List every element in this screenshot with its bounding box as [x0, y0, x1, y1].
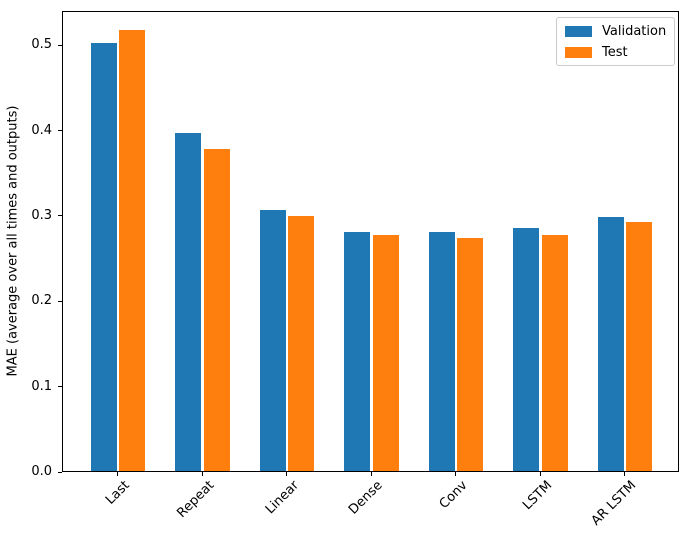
bar-validation-lstm	[513, 228, 540, 471]
legend-swatch-validation-icon	[565, 25, 592, 37]
bar-test-repeat	[203, 149, 230, 471]
x-tick-mark-lstm	[539, 472, 541, 476]
y-tick-mark-0.2	[58, 300, 62, 302]
bar-validation-dense	[344, 232, 371, 471]
x-tick-label-dense: Dense	[346, 478, 387, 518]
x-tick-mark-dense	[370, 472, 372, 476]
y-tick-label-0.5: 0.5	[31, 37, 52, 53]
x-tick-label-lstm: LSTM	[519, 478, 556, 514]
y-tick-mark-0.0	[58, 471, 62, 473]
bar-validation-conv	[428, 232, 455, 471]
bar-test-dense	[372, 235, 399, 471]
legend-label-test: Test	[602, 44, 628, 60]
legend: Validation Test	[556, 17, 676, 66]
y-tick-mark-0.5	[58, 44, 62, 46]
y-tick-label-0.3: 0.3	[31, 207, 52, 223]
x-tick-label-linear: Linear	[262, 478, 302, 518]
y-tick-label-0.0: 0.0	[31, 464, 52, 479]
bar-validation-last	[90, 43, 117, 471]
y-tick-mark-0.1	[58, 386, 62, 388]
y-axis-label: MAE (average over all times and outputs)	[5, 105, 21, 377]
legend-label-validation: Validation	[602, 23, 667, 39]
x-tick-mark-ar-lstm	[624, 472, 625, 476]
x-tick-mark-linear	[286, 472, 287, 476]
x-tick-label-conv: Conv	[436, 478, 471, 512]
y-tick-mark-0.4	[58, 130, 62, 132]
y-tick-label-0.2: 0.2	[31, 293, 52, 309]
bar-validation-linear	[259, 210, 286, 471]
bar-test-ar-lstm	[626, 222, 653, 471]
bar-test-conv	[457, 238, 484, 471]
legend-item-test: Test	[565, 44, 666, 60]
x-tick-label-last: Last	[102, 478, 133, 508]
y-tick-label-0.4: 0.4	[31, 122, 52, 138]
x-tick-label-ar-lstm: AR LSTM	[588, 478, 640, 529]
bar-test-linear	[288, 216, 315, 471]
legend-item-validation: Validation	[565, 23, 666, 39]
legend-swatch-test-icon	[565, 46, 592, 58]
bar-validation-ar-lstm	[597, 217, 624, 471]
plot-area	[62, 11, 679, 472]
x-tick-mark-repeat	[201, 472, 203, 476]
y-tick-mark-0.3	[58, 215, 62, 217]
x-tick-mark-last	[117, 472, 118, 476]
y-tick-label-0.1: 0.1	[31, 378, 52, 394]
bar-test-last	[119, 30, 146, 471]
bar-validation-repeat	[175, 133, 202, 471]
x-tick-label-repeat: Repeat	[174, 478, 218, 521]
x-tick-mark-conv	[455, 472, 456, 476]
bar-test-lstm	[541, 235, 568, 471]
